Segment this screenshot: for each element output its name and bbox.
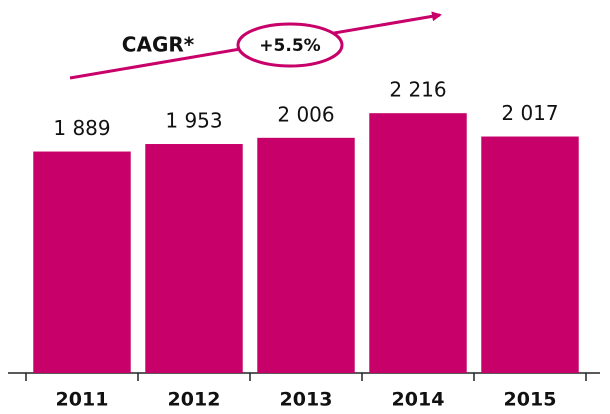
bar bbox=[145, 144, 243, 373]
cagr-value: +5.5% bbox=[259, 36, 320, 56]
bar bbox=[369, 113, 467, 373]
x-tick-label: 2011 bbox=[56, 389, 109, 411]
bar bbox=[33, 151, 131, 373]
cagr-label: CAGR* bbox=[122, 33, 195, 57]
x-tick-label: 2014 bbox=[392, 389, 445, 411]
x-tick-label: 2015 bbox=[504, 389, 557, 411]
value-label: 1 889 bbox=[53, 116, 110, 140]
cagr-ellipse bbox=[236, 22, 344, 68]
value-label: 2 006 bbox=[277, 102, 334, 126]
x-tick-label: 2013 bbox=[280, 389, 333, 411]
value-label: 2 216 bbox=[389, 78, 446, 102]
value-label: 2 017 bbox=[501, 101, 558, 125]
value-label: 1 953 bbox=[165, 109, 222, 133]
x-tick-label: 2012 bbox=[168, 389, 221, 411]
bar bbox=[257, 137, 355, 373]
bar bbox=[481, 136, 579, 373]
